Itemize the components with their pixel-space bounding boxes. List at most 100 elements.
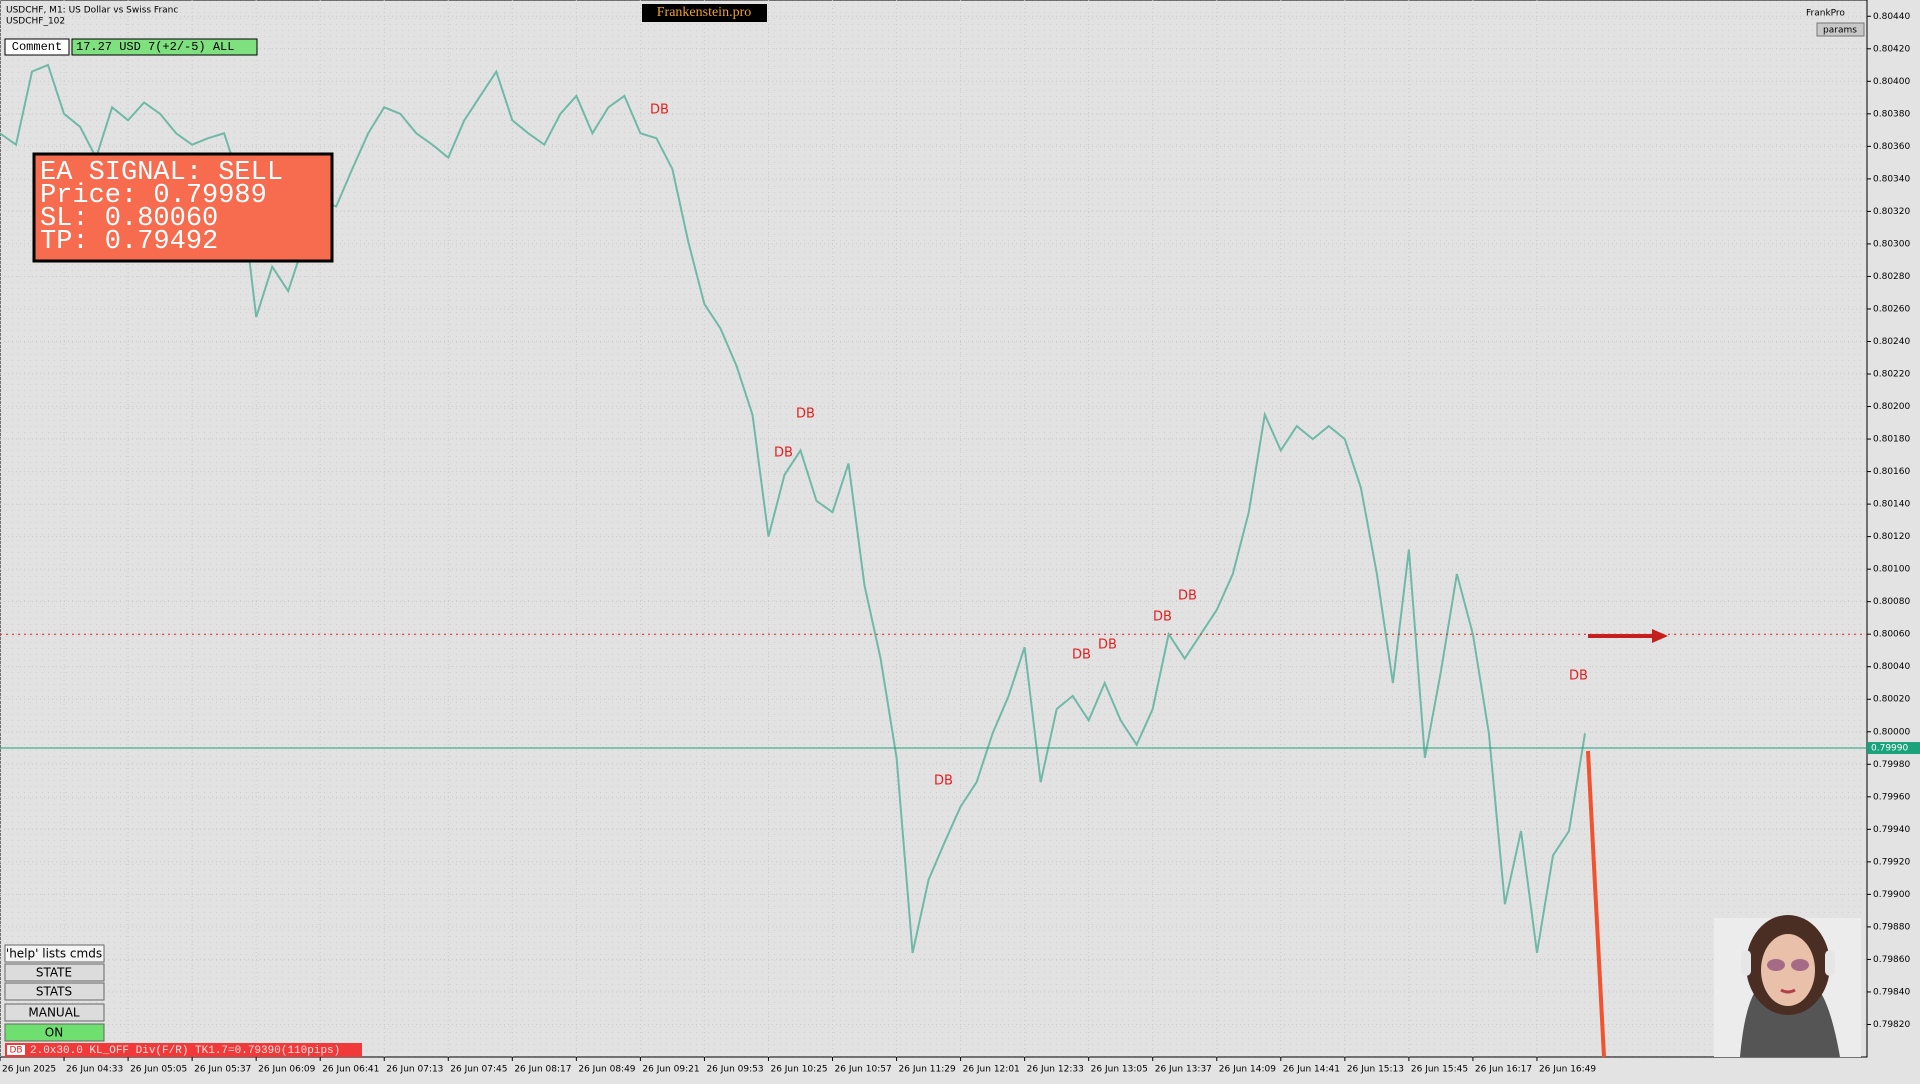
y-tick-label: 0.80320 — [1873, 207, 1910, 217]
button-label: 'help' lists cmds — [6, 947, 102, 961]
y-tick-label: 0.79900 — [1873, 890, 1910, 900]
x-tick-label: 26 Jun 10:25 — [770, 1065, 827, 1075]
x-tick-label: 26 Jun 06:09 — [258, 1065, 315, 1075]
x-tick-label: 26 Jun 2025 — [2, 1065, 56, 1075]
y-tick-label: 0.80140 — [1873, 500, 1910, 510]
y-tick-label: 0.79920 — [1873, 857, 1910, 867]
y-tick-label: 0.80220 — [1873, 370, 1910, 380]
button[interactable] — [4, 963, 105, 982]
x-tick-label: 26 Jun 06:41 — [322, 1065, 379, 1075]
x-tick-label: 26 Jun 09:21 — [642, 1065, 699, 1075]
x-tick-label: 26 Jun 11:29 — [899, 1065, 956, 1075]
button[interactable] — [4, 1003, 105, 1022]
comment-box — [4, 38, 70, 56]
y-tick-label: 0.79860 — [1873, 955, 1910, 965]
status-tag: DB — [9, 1046, 22, 1056]
x-tick-label: 26 Jun 09:53 — [706, 1065, 763, 1075]
grid — [0, 0, 1867, 1057]
button-label: ON — [45, 1026, 63, 1040]
y-tick-label: 0.80360 — [1873, 142, 1910, 152]
y-tick-label: 0.80100 — [1873, 565, 1910, 575]
sell-projection — [1586, 750, 1606, 1058]
x-tick-label: 26 Jun 07:13 — [386, 1065, 443, 1075]
pattern-label: DB — [1098, 638, 1117, 653]
sell-arrow-head — [1652, 629, 1668, 643]
y-tick-label: 0.80180 — [1873, 435, 1910, 445]
y-tick-label: 0.80060 — [1873, 630, 1910, 640]
avatar — [1714, 915, 1861, 1057]
y-tick-label: 0.79820 — [1873, 1020, 1910, 1030]
pattern-label: DB — [774, 446, 793, 461]
y-tick-label: 0.79960 — [1873, 792, 1910, 802]
pattern-label: DB — [1072, 648, 1091, 663]
x-tick-label: 26 Jun 13:37 — [1155, 1065, 1212, 1075]
y-tick-label: 0.80280 — [1873, 272, 1910, 282]
symbol: USDCHF, M1: US Dollar vs Swiss Franc — [6, 6, 178, 16]
pattern-label: DB — [934, 774, 953, 789]
x-tick-label: 26 Jun 10:57 — [835, 1065, 892, 1075]
level-label-box — [1867, 742, 1920, 755]
profile: FrankPro — [1806, 9, 1845, 19]
y-tick-label: 0.80020 — [1873, 695, 1910, 705]
x-tick-label: 26 Jun 12:01 — [963, 1065, 1020, 1075]
y-tick-label: 0.80200 — [1873, 402, 1910, 412]
button-label: STATE — [36, 966, 72, 980]
pattern-label: DB — [650, 103, 669, 118]
account: USDCHF_102 — [6, 17, 65, 27]
signal-line: SL: 0.80060 — [40, 204, 218, 234]
x-tick-label: 26 Jun 04:33 — [66, 1065, 123, 1075]
y-tick-label: 0.80120 — [1873, 532, 1910, 542]
y-tick-label: 0.80440 — [1873, 12, 1910, 22]
signal-line: EA SIGNAL: SELL — [40, 158, 283, 188]
params-label: params — [1823, 26, 1857, 36]
x-tick-label: 26 Jun 05:05 — [130, 1065, 187, 1075]
button[interactable] — [4, 982, 105, 1001]
button-label: STATS — [36, 985, 72, 999]
signal-line: Price: 0.79989 — [40, 181, 267, 211]
status-tag-box — [7, 1045, 25, 1055]
y-tick-label: 0.80380 — [1873, 109, 1910, 119]
price-line — [0, 63, 1586, 954]
y-tick-label: 0.80340 — [1873, 174, 1910, 184]
params-button[interactable] — [1816, 22, 1865, 37]
y-tick-label: 0.79980 — [1873, 760, 1910, 770]
buttons: 'help' lists cmds STATE STATS MANUAL ON — [4, 944, 105, 1042]
x-tick-label: 26 Jun 08:49 — [578, 1065, 635, 1075]
x-tick-label: 26 Jun 05:37 — [194, 1065, 251, 1075]
pattern-label: DB — [796, 407, 815, 422]
result: 17.27 USD 7(+2/-5) ALL — [76, 40, 234, 54]
y-tick-label: 0.80000 — [1873, 727, 1910, 737]
annotations: DB DB DB DB DB DB DB DB DB — [650, 103, 1588, 789]
button[interactable] — [4, 944, 105, 963]
x-tick-label: 26 Jun 15:45 — [1411, 1065, 1468, 1075]
y-tick-label: 0.79880 — [1873, 922, 1910, 932]
y-tick-label: 0.80300 — [1873, 239, 1910, 249]
pattern-label: DB — [1178, 589, 1197, 604]
y-tick-label: 0.80420 — [1873, 44, 1910, 54]
status-bar — [5, 1043, 362, 1057]
result-box — [71, 38, 258, 56]
pattern-label: DB — [1569, 669, 1588, 684]
x-tick-label: 26 Jun 07:45 — [450, 1065, 507, 1075]
y-tick-label: 0.79940 — [1873, 825, 1910, 835]
pattern-label: DB — [1153, 610, 1172, 625]
button-label: MANUAL — [28, 1006, 80, 1020]
comment: Comment — [12, 40, 62, 54]
x-tick-label: 26 Jun 16:49 — [1539, 1065, 1596, 1075]
y-tick-label: 0.80160 — [1873, 467, 1910, 477]
button[interactable] — [4, 1023, 105, 1042]
signal-line: TP: 0.79492 — [40, 227, 218, 257]
x-tick-label: 26 Jun 15:13 — [1347, 1065, 1404, 1075]
y-tick-label: 0.80400 — [1873, 77, 1910, 87]
status-text: 2.0x30.0 KL_OFF Div(F/R) TK1.7=0.79390(1… — [30, 1045, 340, 1057]
x-tick-label: 26 Jun 12:33 — [1027, 1065, 1084, 1075]
level-label: 0.79990 — [1871, 744, 1908, 754]
y-tick-label: 0.80080 — [1873, 597, 1910, 607]
brand-box — [642, 4, 767, 22]
signal-box — [32, 152, 334, 263]
y-tick-label: 0.80260 — [1873, 304, 1910, 314]
y-tick-label: 0.79840 — [1873, 987, 1910, 997]
